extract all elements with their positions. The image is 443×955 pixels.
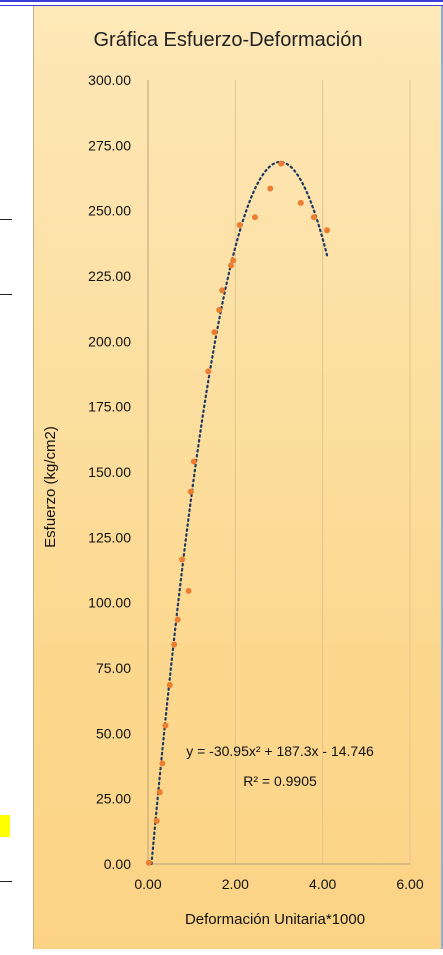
data-point xyxy=(310,214,317,221)
data-point xyxy=(230,257,237,264)
x-axis-label: Deformación Unitaria*1000 xyxy=(185,911,365,928)
data-points xyxy=(145,160,331,866)
y-tick-label: 75.00 xyxy=(96,660,131,676)
data-point xyxy=(267,185,274,192)
data-point xyxy=(171,641,178,648)
y-axis-label: Esfuerzo (kg/cm2) xyxy=(42,426,59,548)
y-tick-label: 100.00 xyxy=(88,595,131,611)
data-point xyxy=(278,160,285,167)
data-point xyxy=(159,760,166,767)
cell-border-line xyxy=(0,294,12,295)
data-point xyxy=(251,214,258,221)
data-point xyxy=(324,227,331,234)
x-tick-labels: 0.00 2.00 4.00 6.00 xyxy=(134,876,423,892)
data-point xyxy=(190,458,197,465)
highlighted-cell xyxy=(0,815,10,837)
data-point xyxy=(236,222,243,229)
y-tick-label: 175.00 xyxy=(88,399,131,415)
y-tick-label: 200.00 xyxy=(88,333,131,349)
data-point xyxy=(227,262,234,269)
data-point xyxy=(162,722,169,729)
data-point xyxy=(185,587,192,594)
y-tick-labels: 0.00 25.00 50.00 75.00 100.00 125.00 150.00 175… xyxy=(88,72,131,872)
cell-border-line xyxy=(0,219,12,220)
y-tick-label: 50.00 xyxy=(96,725,131,741)
data-point xyxy=(156,789,163,796)
chart-title: Gráfica Esfuerzo-Deformación xyxy=(94,29,363,51)
y-tick-label: 250.00 xyxy=(88,203,131,219)
data-point xyxy=(153,817,160,824)
data-point xyxy=(211,329,218,336)
left-spreadsheet-strip xyxy=(0,6,33,955)
grid-lines xyxy=(234,80,411,864)
x-tick-label: 2.00 xyxy=(222,876,249,892)
data-point xyxy=(174,616,181,623)
y-tick-label: 125.00 xyxy=(88,529,131,545)
x-tick-label: 0.00 xyxy=(134,876,161,892)
y-tick-label: 0.00 xyxy=(104,856,131,872)
chart-selection-edge xyxy=(441,6,443,949)
trendline-equation: y = -30.95x² + 187.3x - 14.746 xyxy=(186,743,374,759)
data-point xyxy=(166,681,173,688)
y-tick-label: 150.00 xyxy=(88,464,131,480)
data-point xyxy=(187,488,194,495)
cell-border-line xyxy=(0,881,12,882)
y-tick-label: 275.00 xyxy=(88,137,131,153)
data-point xyxy=(216,306,223,313)
window-top-border xyxy=(0,0,443,6)
data-point xyxy=(145,859,152,866)
data-point xyxy=(297,199,304,206)
y-tick-label: 300.00 xyxy=(88,72,131,88)
trendline xyxy=(150,160,329,865)
data-point xyxy=(205,368,212,375)
data-point xyxy=(179,556,186,563)
data-point xyxy=(219,287,226,294)
y-tick-label: 225.00 xyxy=(88,268,131,284)
y-tick-label: 25.00 xyxy=(96,791,131,807)
r-squared-label: R² = 0.9905 xyxy=(243,773,317,789)
chart-area[interactable] xyxy=(33,6,443,949)
x-tick-label: 6.00 xyxy=(396,876,423,892)
x-tick-label: 4.00 xyxy=(309,876,336,892)
axes xyxy=(147,80,410,865)
